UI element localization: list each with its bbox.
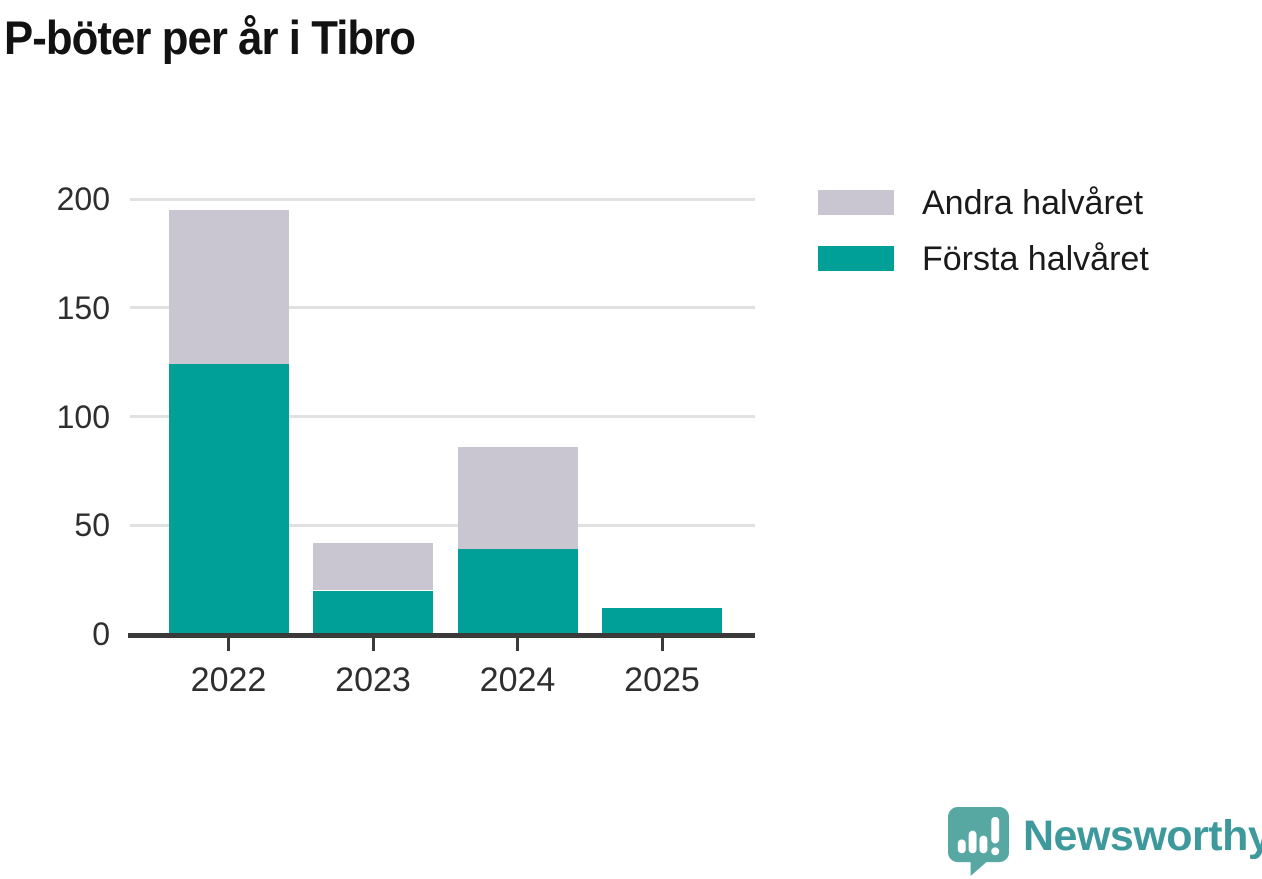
y-axis-label: 0 xyxy=(92,616,110,652)
y-axis-label: 150 xyxy=(56,289,110,326)
x-axis-tick-2024 xyxy=(516,637,519,651)
x-axis-label-2022: 2022 xyxy=(190,661,267,699)
bar-segment-2024-första-halvåret xyxy=(457,549,578,634)
legend-label: Första halvåret xyxy=(922,240,1149,278)
newsworthy-logo: Newsworthy xyxy=(947,806,1262,876)
gridline-100 xyxy=(130,415,755,418)
x-axis-tick-2025 xyxy=(660,637,664,651)
bar-segment-2024-andra-halvåret xyxy=(457,446,578,550)
gridline-50 xyxy=(130,523,755,527)
y-axis-label: 100 xyxy=(56,398,110,435)
bar-segment-2022-andra-halvåret xyxy=(168,209,289,365)
bar-segment-2023-andra-halvåret xyxy=(313,542,433,591)
bar-segment-2023-första-halvåret xyxy=(313,590,433,634)
legend-swatch-forsta-halvaret xyxy=(818,246,894,271)
gridline-200 xyxy=(130,197,755,201)
gridline-150 xyxy=(130,306,755,310)
x-axis-label-2024: 2024 xyxy=(479,661,556,699)
chart-title: P-böter per år i Tibro xyxy=(4,11,416,64)
x-axis-label-2023: 2023 xyxy=(335,661,411,699)
x-axis-tick-2023 xyxy=(371,637,375,651)
y-axis-label: 200 xyxy=(56,181,110,217)
newsworthy-wordmark: Newsworthy xyxy=(1023,812,1262,860)
x-axis-label-2025: 2025 xyxy=(624,661,700,699)
x-axis-tick-2022 xyxy=(227,637,230,651)
legend-swatch-andra-halvaret xyxy=(818,190,894,215)
newsworthy-icon xyxy=(947,807,1010,876)
bar-segment-2022-första-halvåret xyxy=(168,364,289,634)
x-axis-line xyxy=(128,633,755,638)
y-axis-label: 50 xyxy=(74,507,110,544)
legend-label: Andra halvåret xyxy=(922,184,1144,222)
bar-segment-2025-första-halvåret xyxy=(602,607,722,634)
